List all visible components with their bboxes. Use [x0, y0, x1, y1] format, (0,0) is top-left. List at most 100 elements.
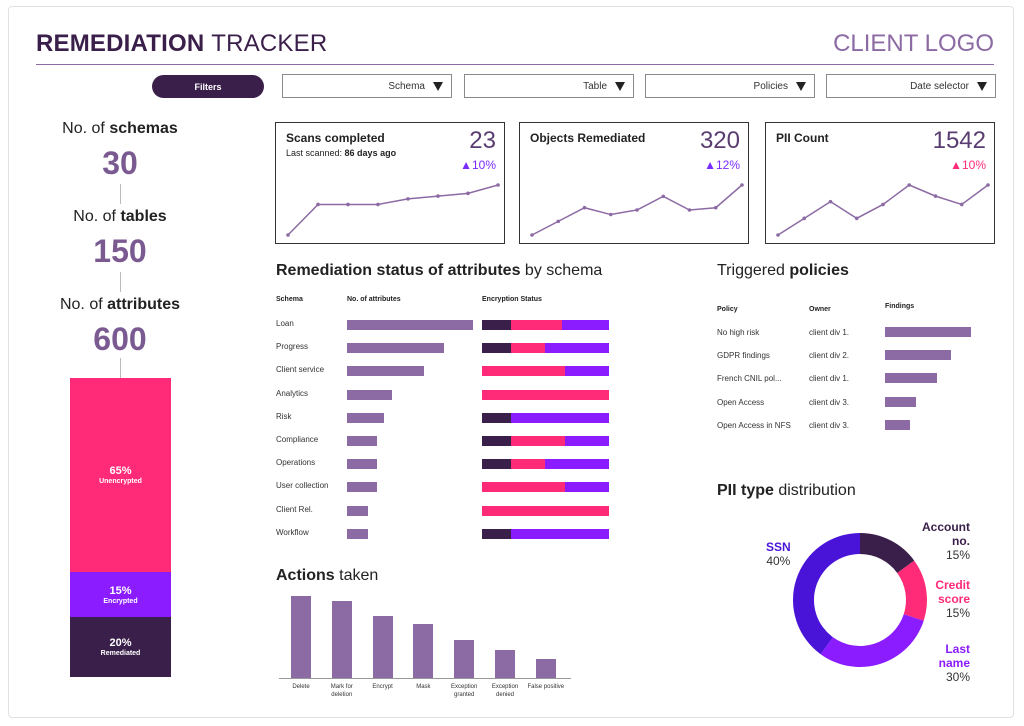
- policy-owner: client div 3.: [809, 420, 850, 430]
- policy-name: French CNIL pol...: [717, 374, 782, 384]
- donut-slice: [860, 533, 915, 573]
- encryption-segment: [564, 436, 609, 446]
- attributes-bar: [347, 366, 424, 377]
- schema-name: User collection: [276, 481, 329, 491]
- sparkline-point: [687, 208, 692, 212]
- policies-section-title: Triggered policies: [717, 262, 849, 279]
- legend-ssn: SSN 40%: [766, 540, 791, 568]
- connector-line: [120, 272, 121, 292]
- action-bar: [535, 659, 556, 678]
- kpi-sparkline: [286, 183, 500, 237]
- sparkline-point: [907, 183, 912, 187]
- stack-label: Encrypted: [103, 597, 138, 605]
- policy-owner: client div 1.: [809, 328, 850, 337]
- legend-account-no: Account no. 15%: [918, 520, 970, 562]
- sparkline-point: [406, 197, 410, 201]
- caret-down-icon: [433, 81, 443, 91]
- sparkline-point: [582, 205, 587, 210]
- kpi-card-objects-remediated: Objects Remediated 320 ▲12%: [519, 122, 749, 244]
- client-logo: CLIENT LOGO: [833, 30, 994, 57]
- sparkline-point: [635, 208, 639, 212]
- policy-owner: client div 2.: [809, 351, 850, 361]
- action-bar: [291, 596, 311, 678]
- title-part-2: TRACKER: [211, 30, 328, 57]
- kpi-subtitle: Last scanned: 86 days ago: [286, 148, 397, 158]
- policy-owner: client div 1.: [809, 374, 850, 384]
- sparkline-point: [959, 202, 964, 207]
- attributes-bar: [347, 412, 384, 423]
- schema-name: Workflow: [276, 527, 309, 537]
- encryption-segment: [482, 366, 565, 377]
- kpi-sparkline: [530, 183, 744, 237]
- date-selector-label: Date selector: [910, 80, 969, 92]
- col-header-policy: Policy: [717, 306, 738, 313]
- action-bar: [413, 624, 434, 678]
- legend-value: 15%: [945, 606, 970, 620]
- kpi-card-pii-count: PII Count 1542 ▲10%: [765, 122, 995, 244]
- attributes-count: 600: [93, 321, 147, 357]
- remediation-section-title: Remediation status of attributes by sche…: [276, 262, 603, 279]
- col-header-attributes: No. of attributes: [347, 296, 401, 303]
- stack-segment: 20% Remediated: [70, 617, 171, 677]
- policy-name: GDPR findings: [717, 351, 770, 361]
- legend-last-name: Last name 30%: [928, 642, 970, 684]
- encryption-segment: [482, 505, 609, 516]
- encryption-segment: [482, 436, 512, 446]
- action-label: Delete: [292, 684, 310, 690]
- actions-axis-line: [279, 678, 571, 679]
- encryption-segment: [545, 459, 609, 470]
- schema-name: Client Rel.: [276, 504, 313, 514]
- schema-name: Client service: [276, 365, 325, 375]
- sparkline-point: [376, 202, 380, 207]
- sparkline-point: [436, 194, 440, 198]
- findings-bar: [885, 396, 916, 407]
- legend-label: Account no.: [922, 520, 970, 548]
- sparkline-point: [556, 219, 561, 224]
- date-selector-dropdown[interactable]: Date selector: [826, 74, 996, 98]
- legend-value: 30%: [945, 670, 970, 684]
- encryption-segment: [482, 320, 512, 330]
- encryption-segment: [482, 482, 565, 493]
- actions-section-title: Actions taken: [276, 567, 379, 584]
- sparkline-point: [466, 191, 470, 196]
- policy-name: Open Access: [717, 397, 765, 407]
- connector-line: [120, 184, 121, 204]
- legend-value: 15%: [945, 548, 970, 562]
- filters-button[interactable]: Filters: [152, 75, 264, 98]
- kpi-value: 1542: [932, 127, 986, 154]
- attributes-bar: [347, 389, 392, 400]
- action-label: Encrypt: [372, 684, 393, 690]
- attributes-bar: [347, 505, 368, 516]
- caret-down-icon: [796, 81, 806, 91]
- donut-slice: [897, 560, 927, 621]
- kpi-delta: ▲10%: [460, 158, 496, 172]
- encryption-status-bar: [482, 412, 609, 423]
- stack-segment: 65% Unencrypted: [70, 378, 171, 572]
- policy-name: No high risk: [717, 328, 760, 337]
- legend-label: SSN: [766, 540, 791, 554]
- encryption-segment: [482, 343, 512, 354]
- attributes-bar: [347, 528, 368, 539]
- schema-dropdown[interactable]: Schema: [282, 74, 452, 98]
- col-header-owner: Owner: [809, 306, 831, 313]
- table-dropdown[interactable]: Table: [464, 74, 634, 98]
- legend-label: Credit score: [935, 578, 970, 606]
- attributes-bar: [347, 482, 377, 493]
- sparkline-point: [608, 212, 613, 217]
- kpi-delta: ▲12%: [704, 158, 740, 172]
- kpi-sparkline: [776, 183, 990, 237]
- connector-line: [120, 358, 121, 378]
- kpi-card-scans-completed: Scans completed Last scanned: 86 days ag…: [275, 122, 505, 244]
- sparkline-point: [828, 199, 833, 204]
- encryption-segment: [511, 343, 546, 354]
- findings-bar: [885, 327, 971, 337]
- schemas-count: 30: [102, 145, 138, 181]
- attributes-bar: [347, 343, 444, 354]
- encryption-segment: [482, 528, 512, 539]
- policies-dropdown[interactable]: Policies: [645, 74, 815, 98]
- encryption-status-bar: [482, 436, 609, 446]
- encryption-segment: [482, 412, 512, 423]
- encryption-status-bar: [482, 366, 609, 377]
- sparkline-point: [740, 183, 744, 187]
- header-divider: [36, 64, 994, 65]
